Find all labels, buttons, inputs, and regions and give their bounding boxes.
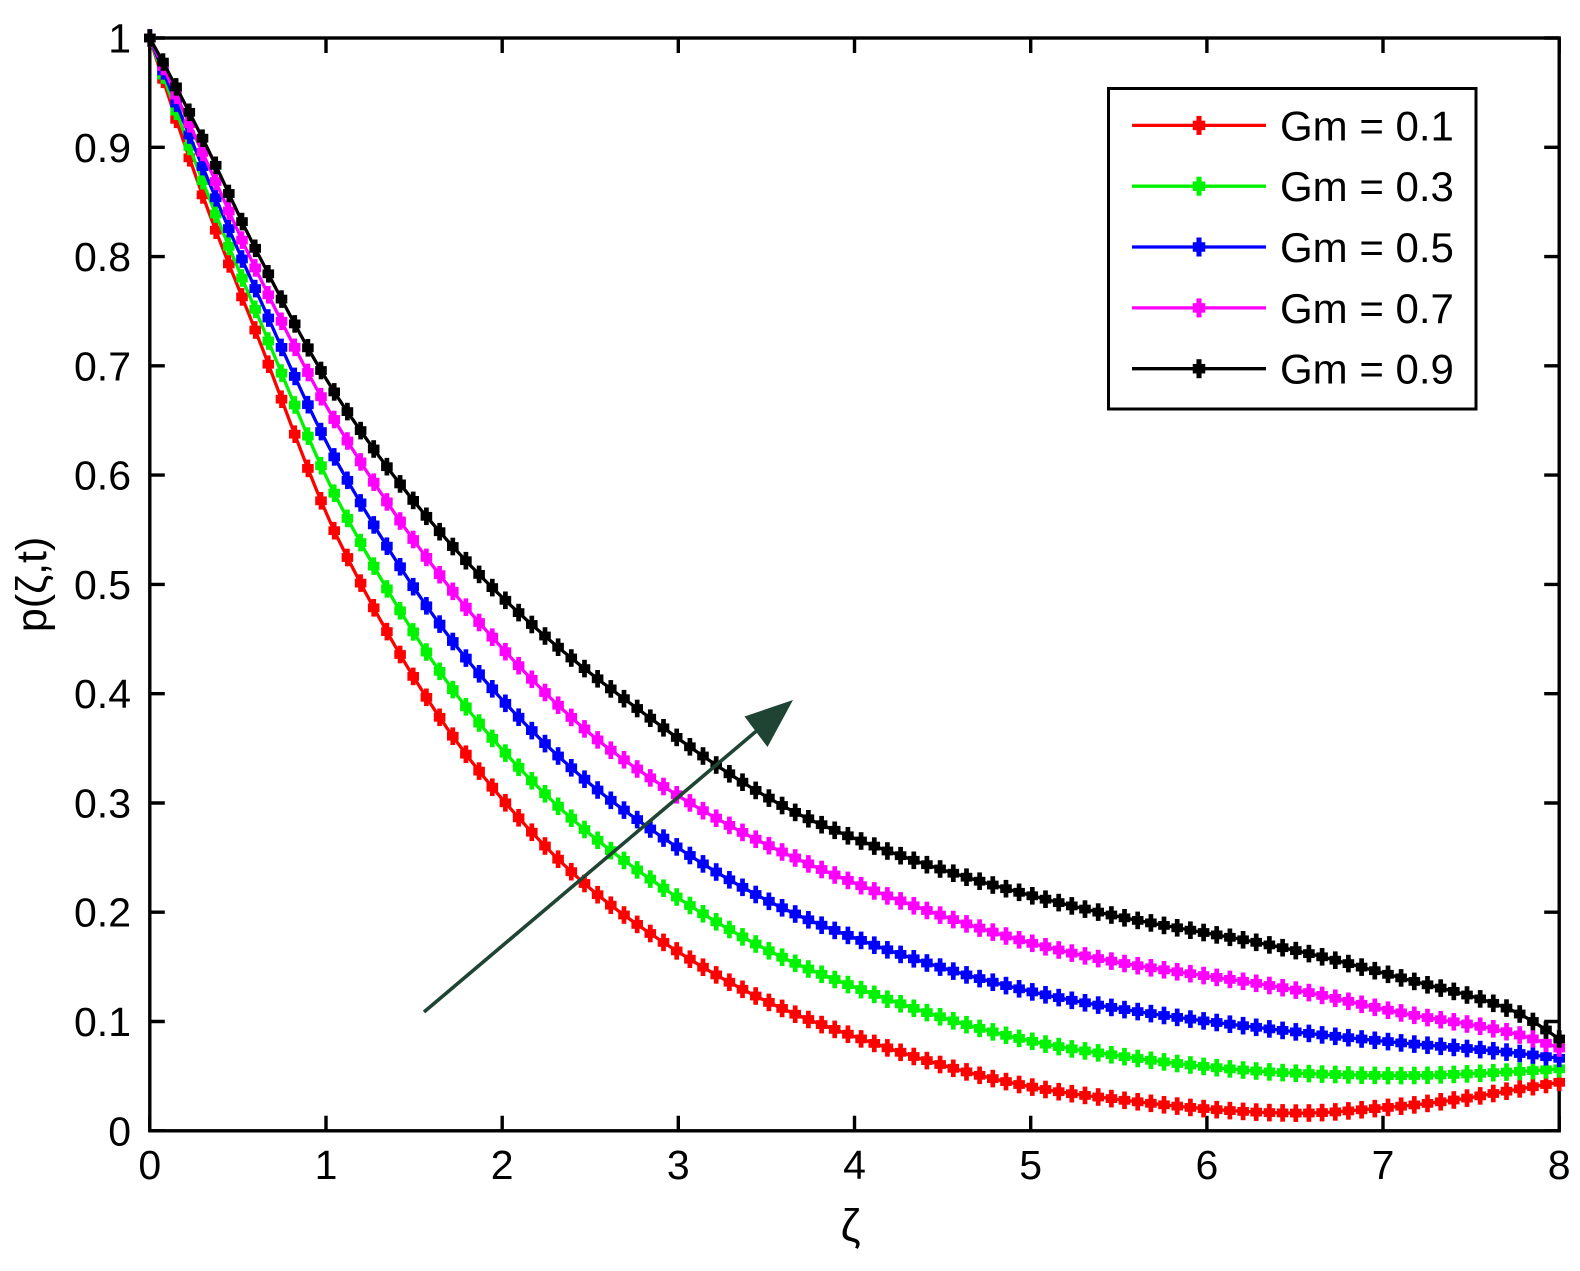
svg-text:1: 1 <box>315 1142 338 1188</box>
svg-text:0: 0 <box>138 1142 161 1188</box>
svg-text:0.3: 0.3 <box>74 781 131 827</box>
svg-text:p(ζ,t): p(ζ,t) <box>8 537 56 632</box>
svg-text:3: 3 <box>667 1142 690 1188</box>
svg-text:0.1: 0.1 <box>74 999 131 1045</box>
svg-text:2: 2 <box>491 1142 514 1188</box>
svg-text:0.5: 0.5 <box>74 562 131 608</box>
svg-text:ζ: ζ <box>841 1200 861 1251</box>
svg-text:1: 1 <box>108 16 131 62</box>
svg-text:0.8: 0.8 <box>74 234 131 280</box>
svg-text:Gm = 0.9: Gm = 0.9 <box>1280 346 1454 393</box>
svg-text:7: 7 <box>1372 1142 1395 1188</box>
svg-text:0.4: 0.4 <box>74 671 131 717</box>
svg-text:0.6: 0.6 <box>74 453 131 499</box>
svg-text:8: 8 <box>1548 1142 1571 1188</box>
svg-text:Gm = 0.3: Gm = 0.3 <box>1280 163 1454 210</box>
svg-text:0.7: 0.7 <box>74 343 131 389</box>
svg-text:Gm = 0.5: Gm = 0.5 <box>1280 224 1454 271</box>
svg-text:5: 5 <box>1019 1142 1042 1188</box>
svg-text:4: 4 <box>843 1142 866 1188</box>
svg-text:0.2: 0.2 <box>74 890 131 936</box>
svg-text:Gm = 0.1: Gm = 0.1 <box>1280 102 1454 149</box>
svg-text:0.9: 0.9 <box>74 125 131 171</box>
svg-text:6: 6 <box>1195 1142 1218 1188</box>
svg-text:0: 0 <box>108 1108 131 1154</box>
svg-text:Gm = 0.7: Gm = 0.7 <box>1280 285 1454 332</box>
